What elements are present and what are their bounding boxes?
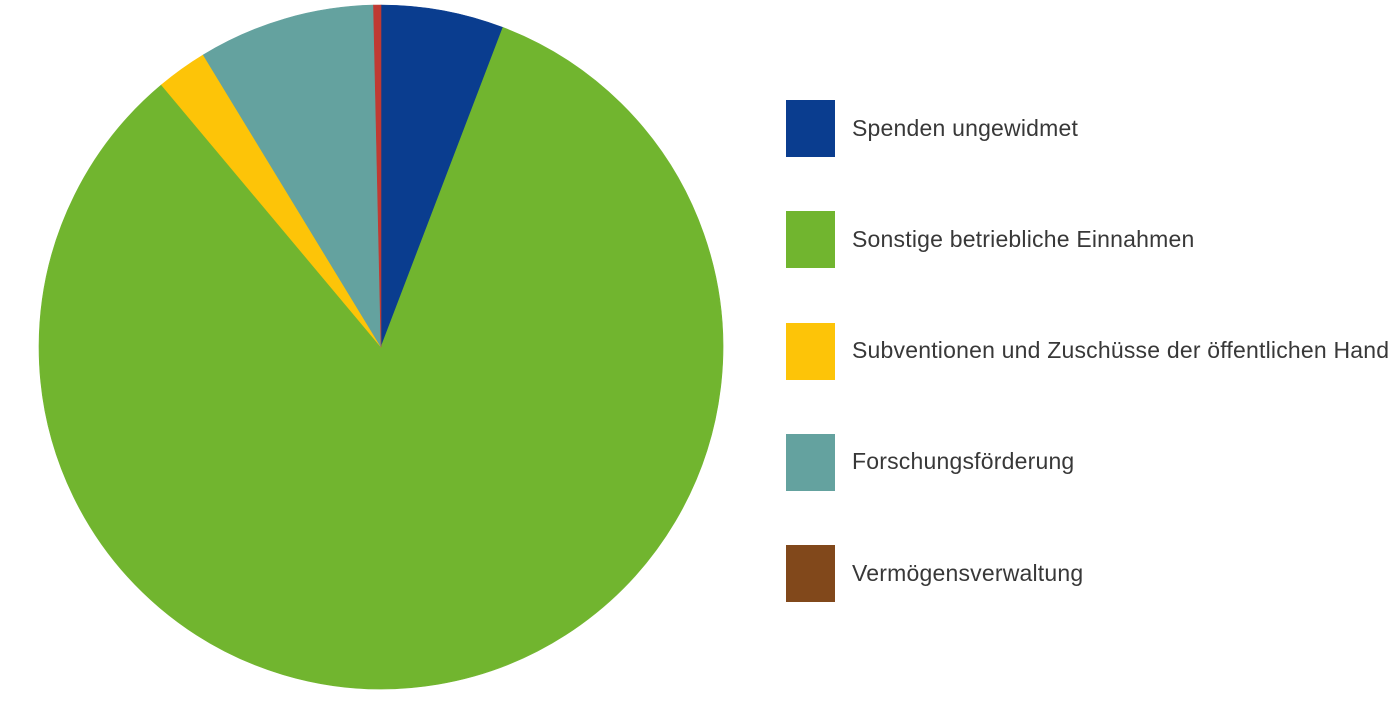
legend-swatch xyxy=(786,322,835,380)
legend: Spenden ungewidmet Sonstige betriebliche … xyxy=(786,0,1400,701)
legend-item-5[interactable]: Vermögensverwaltung xyxy=(786,545,1083,602)
legend-swatch xyxy=(786,433,835,491)
legend-item-3[interactable]: Subventionen und Zuschüsse der öffentlic… xyxy=(786,322,1390,380)
legend-swatch xyxy=(786,100,835,157)
pie-slice-2 xyxy=(38,27,724,690)
pie-slice-4 xyxy=(202,4,382,348)
legend-label: Spenden ungewidmet xyxy=(852,114,1079,141)
legend-swatch xyxy=(786,211,835,269)
legend-label: Subventionen und Zuschüsse der öffentlic… xyxy=(852,337,1390,364)
pie-chart xyxy=(38,4,724,690)
legend-label: Forschungsförderung xyxy=(852,448,1075,475)
legend-item-1[interactable]: Spenden ungewidmet xyxy=(786,100,1078,157)
legend-label: Vermögensverwaltung xyxy=(852,559,1084,586)
legend-swatch xyxy=(786,545,835,602)
pie-slice-5 xyxy=(373,4,382,348)
pie-slice-1 xyxy=(380,4,504,348)
legend-item-4[interactable]: Forschungsförderung xyxy=(786,433,1075,491)
legend-item-2[interactable]: Sonstige betriebliche Einnahmen xyxy=(786,211,1195,269)
legend-label: Sonstige betriebliche Einnahmen xyxy=(852,225,1195,252)
